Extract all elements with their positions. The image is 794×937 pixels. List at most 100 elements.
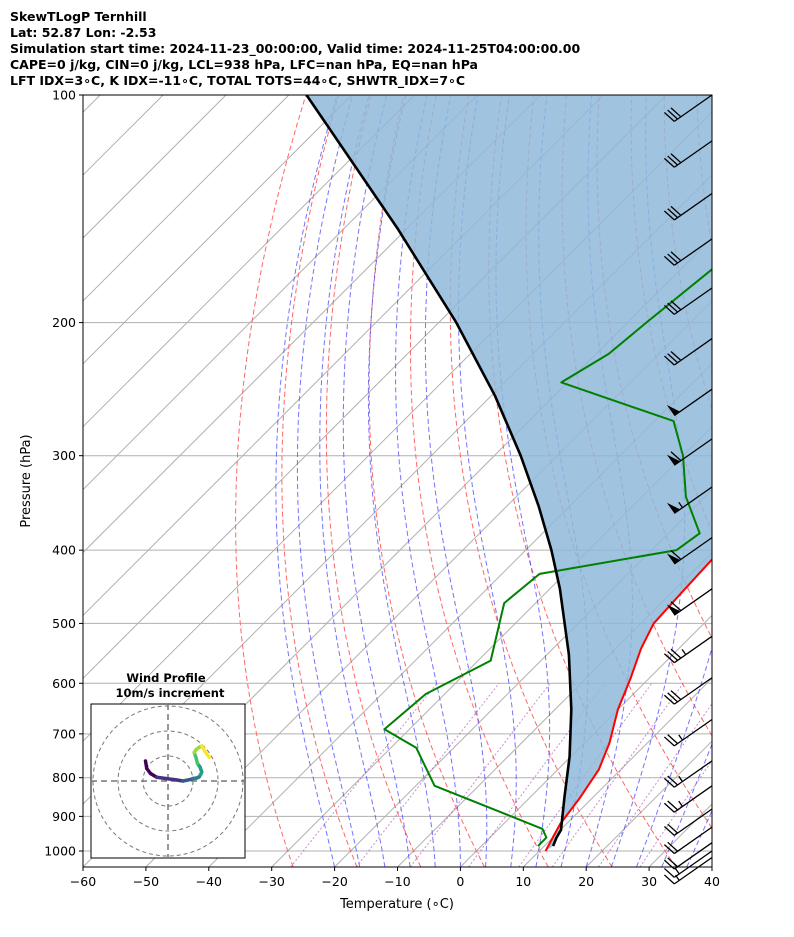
profile-layer (305, 95, 712, 852)
moist-adiabat (275, 95, 338, 867)
simulation-times: Simulation start time: 2024-11-23_00:00:… (10, 41, 581, 56)
wind-barb (663, 238, 713, 266)
y-tick-label: 500 (52, 616, 76, 631)
dry-adiabat (449, 95, 613, 867)
wind-barb (663, 760, 713, 788)
isotherm-line (83, 95, 227, 239)
moist-adiabat (610, 95, 686, 867)
index-params: LFT IDX=3∘C, K IDX=-11∘C, TOTAL TOTS=44∘… (10, 73, 466, 88)
isotherm-line (775, 95, 794, 867)
dry-adiabat (762, 95, 794, 867)
isotherm-line (334, 488, 712, 867)
isotherm-line (83, 95, 416, 428)
y-tick-label: 1000 (44, 843, 76, 858)
y-tick-label: 300 (52, 448, 76, 463)
chart-header: SkewTLogP Ternhill Lat: 52.87 Lon: -2.53… (10, 9, 580, 89)
wind-barb (663, 850, 713, 878)
wind-barb (663, 842, 713, 870)
x-tick-label: −50 (133, 874, 159, 889)
inset-subtitle: 10m/s increment (116, 686, 225, 700)
isotherm-line (83, 95, 353, 365)
x-tick-label: 0 (456, 874, 464, 889)
mixing-ratio-line (597, 702, 712, 867)
wind-barb (663, 677, 713, 705)
mixing-ratio-line (290, 682, 438, 867)
wind-barb (663, 338, 713, 366)
moist-adiabat (661, 742, 712, 867)
isotherm-line (83, 95, 290, 302)
isotherm-line (83, 95, 101, 113)
y-tick-label: 200 (52, 315, 76, 330)
x-tick-label: −10 (384, 874, 410, 889)
wind-profile-inset: Wind Profile 10m/s increment (90, 671, 246, 859)
dry-adiabat (410, 95, 549, 867)
wind-barb (663, 287, 713, 315)
parcel-line (305, 95, 573, 847)
wind-barb (663, 94, 713, 122)
mixing-ratio-line (551, 683, 684, 867)
x-tick-label: −20 (321, 874, 347, 889)
y-tick-label: 600 (52, 676, 76, 691)
y-tick-label: 900 (52, 809, 76, 824)
y-tick-label: 100 (52, 88, 76, 103)
hodograph-segment (203, 750, 211, 759)
wind-barb (663, 635, 713, 664)
inset-title: Wind Profile (126, 671, 206, 685)
dry-adiabat (235, 95, 307, 867)
dewpoint-line (383, 268, 712, 847)
wind-barb (663, 808, 713, 836)
wind-barb (663, 140, 713, 168)
dry-adiabat (488, 95, 677, 867)
axis-ticks: −60 −50 −40 −30 −20 −10 0 10 20 30 40 100 200 300 400 5… (44, 88, 720, 890)
isotherm-line (83, 95, 478, 491)
moist-adiabat (342, 95, 411, 867)
wind-barb (666, 438, 713, 466)
x-tick-label: 40 (704, 874, 720, 889)
dry-adiabat (325, 95, 422, 867)
x-tick-label: −60 (70, 874, 96, 889)
x-axis-label: Temperature (∘C) (339, 897, 454, 912)
mixing-ratio-line (639, 759, 712, 867)
wind-barb (663, 826, 713, 855)
dry-adiabat (281, 95, 358, 867)
hodograph-ring (117, 730, 219, 832)
y-tick-label: 400 (52, 543, 76, 558)
wind-barb (666, 537, 713, 565)
mixing-ratio-line (355, 682, 500, 867)
isotherm-line (522, 677, 712, 867)
x-tick-label: −40 (196, 874, 222, 889)
y-tick-label: 800 (52, 770, 76, 785)
wind-barb (666, 388, 713, 417)
y-tick-label: 700 (52, 726, 76, 741)
moist-adiabat (424, 95, 488, 867)
x-tick-label: 30 (641, 874, 657, 889)
moist-adiabat (636, 645, 712, 867)
x-tick-label: 10 (515, 874, 531, 889)
x-tick-label: 20 (578, 874, 594, 889)
temperature-line (544, 557, 712, 852)
moist-adiabat (395, 95, 461, 867)
wind-barb (663, 192, 713, 221)
dry-adiabat (729, 95, 794, 867)
x-tick-label: −30 (259, 874, 285, 889)
isotherm-line (397, 551, 712, 867)
dry-adiabat (368, 95, 485, 867)
wind-barb (663, 785, 713, 813)
stability-params: CAPE=0 j/kg, CIN=0 j/kg, LCL=938 hPa, LF… (10, 57, 478, 72)
wind-barb (666, 486, 713, 514)
mixing-ratio-line (409, 682, 551, 867)
y-axis-label: Pressure (hPa) (19, 434, 34, 527)
moist-adiabat (319, 95, 386, 867)
station-title: SkewTLogP Ternhill (10, 9, 147, 24)
wind-barb-layer (663, 94, 713, 885)
moist-adiabat (686, 809, 712, 867)
isotherm-line (711, 866, 712, 867)
location-coords: Lat: 52.87 Lon: -2.53 (10, 25, 157, 40)
wind-barb (666, 588, 713, 616)
moist-adiabat (296, 95, 361, 867)
moist-adiabat (367, 95, 436, 867)
instability-shading (306, 95, 712, 851)
moist-adiabat (458, 95, 517, 867)
wind-barb (663, 856, 713, 885)
